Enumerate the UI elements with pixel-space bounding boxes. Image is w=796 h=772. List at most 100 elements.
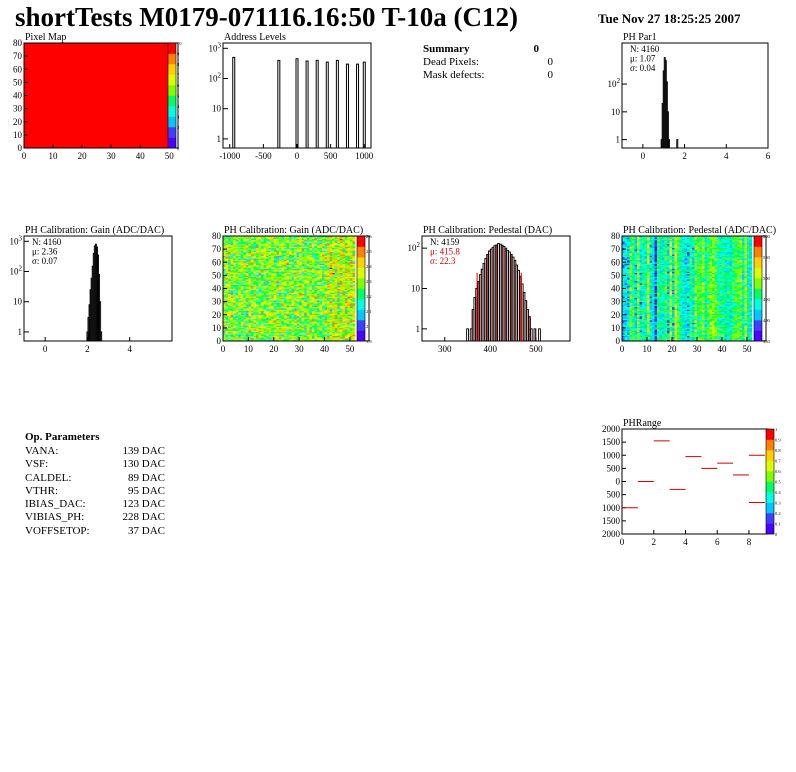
pixelmap-colorbar-cell bbox=[168, 98, 176, 102]
phgainmap-cell bbox=[314, 318, 318, 321]
phgainmap-cell bbox=[301, 262, 305, 264]
phgainmap-cell bbox=[296, 325, 300, 327]
phgainmap-cell bbox=[271, 318, 275, 321]
phgainmap-cell bbox=[322, 253, 325, 255]
phgainmap-cell bbox=[286, 278, 290, 280]
phpedestalmap-cell bbox=[647, 331, 650, 334]
phgainmap-cell bbox=[301, 236, 305, 238]
phgainmap-cell bbox=[306, 276, 310, 279]
phgainmap-cell bbox=[266, 272, 269, 275]
phgainmap-cell bbox=[296, 283, 300, 285]
phgainmap-cell bbox=[329, 260, 333, 263]
phgainmap-cell bbox=[319, 288, 323, 291]
phgainmap-cell bbox=[278, 285, 282, 288]
phgainmap-cell bbox=[245, 275, 249, 277]
phgainmap-cell bbox=[289, 321, 292, 323]
phgainmap-cell bbox=[334, 254, 338, 256]
phgainmap-cell bbox=[240, 331, 244, 334]
phgainmap-cell bbox=[311, 301, 315, 304]
phgainmap-cell bbox=[301, 237, 305, 239]
phpedestalmap-cell bbox=[672, 339, 675, 342]
phgainmap-cell bbox=[256, 299, 259, 301]
phgainmap-cell bbox=[337, 329, 341, 331]
phgainmap-cell bbox=[314, 245, 318, 247]
phgainmap-cell bbox=[250, 266, 254, 268]
phgainmap-cell bbox=[339, 258, 343, 260]
phgainmap-cell bbox=[261, 293, 264, 296]
phgainmap-cell bbox=[316, 291, 320, 293]
phgainmap-cell bbox=[294, 304, 297, 306]
phgainmap-cell bbox=[281, 309, 285, 312]
phgainmap-cell bbox=[268, 295, 272, 297]
phgainmap-cell bbox=[309, 259, 313, 262]
phgainmap-cell bbox=[266, 262, 269, 264]
phgainmap-cell bbox=[337, 238, 341, 241]
phgainmap-cell bbox=[342, 304, 346, 306]
phgainmap-cell bbox=[327, 306, 330, 309]
phgainmap-cell bbox=[324, 326, 328, 329]
phgainmap-cell bbox=[291, 314, 295, 317]
phgainmap-cell bbox=[327, 308, 330, 310]
phgainmap-cell bbox=[342, 318, 346, 321]
phgainmap-cell bbox=[230, 327, 234, 330]
phgainmap-cell bbox=[299, 292, 302, 294]
phgainmap-cell bbox=[235, 320, 239, 322]
phgain-xtick-label: 0 bbox=[43, 344, 48, 354]
phgainmap-cell bbox=[286, 239, 290, 242]
phgainmap-cell bbox=[256, 339, 259, 342]
phgainmap-cell bbox=[253, 267, 257, 270]
phgainmap-cell bbox=[329, 310, 333, 313]
phgainmap-cell bbox=[294, 300, 297, 302]
phgainmap-cell bbox=[316, 262, 320, 264]
phgainmap-cell bbox=[271, 312, 275, 314]
phgainmap-cell bbox=[223, 239, 226, 242]
phgainmap-cell bbox=[301, 334, 305, 336]
phgainmap-cell bbox=[258, 246, 262, 249]
phgainmap-cell bbox=[256, 259, 259, 262]
phgainmap-cell bbox=[273, 318, 277, 321]
pixelmap-colorbar-cell bbox=[168, 95, 176, 99]
phgainmap-cell bbox=[286, 325, 290, 327]
phgainmap-cell bbox=[334, 263, 338, 266]
phgainmap-cell bbox=[228, 283, 231, 285]
phgainmap-cell bbox=[289, 292, 292, 294]
phpedestalmap-cell bbox=[677, 339, 680, 342]
phgainmap-cell bbox=[266, 304, 269, 306]
phgainmap-cell bbox=[352, 283, 356, 285]
phgainmap-cell bbox=[286, 245, 290, 247]
phgainmap-cell bbox=[271, 330, 275, 333]
phgainmap-cell bbox=[306, 267, 310, 270]
phpedestal-bin-fill bbox=[504, 248, 507, 341]
phgainmap-cell bbox=[299, 239, 302, 242]
phgainmap-cell bbox=[334, 289, 338, 292]
phgainmap-cell bbox=[286, 262, 290, 264]
phgainmap-cell bbox=[278, 331, 282, 334]
phgainmap-cell bbox=[248, 238, 252, 241]
phgainmap-cell bbox=[258, 284, 262, 287]
phgainmap-cell bbox=[256, 333, 259, 335]
phgainmap-cell bbox=[306, 236, 310, 238]
phgainmap-cell bbox=[304, 331, 308, 334]
phgainmap-cell bbox=[248, 289, 252, 292]
phgainmap-cell bbox=[248, 279, 252, 281]
phgainmap-cell bbox=[266, 334, 269, 336]
phgainmap-cell bbox=[299, 320, 302, 322]
phgainmap-cell bbox=[223, 276, 226, 279]
phgainmap-cell bbox=[299, 299, 302, 301]
phgainmap-cell bbox=[281, 295, 285, 297]
phgainmap-cell bbox=[327, 321, 330, 323]
phgainmap-cell bbox=[291, 306, 295, 309]
phgainmap-cell bbox=[278, 292, 282, 294]
param-value: 37 DAC bbox=[128, 524, 165, 537]
phgainmap-cell bbox=[258, 329, 262, 331]
phgainmap-cell bbox=[238, 255, 242, 258]
phgainmap-cell bbox=[347, 337, 351, 339]
phgainmap-cell bbox=[322, 258, 325, 260]
phgainmap-cell bbox=[286, 266, 290, 268]
phgainmap-cell bbox=[314, 270, 318, 272]
phgainmap-cell bbox=[347, 285, 351, 288]
phgainmap-cell bbox=[299, 246, 302, 249]
phgainmap-cell bbox=[304, 301, 308, 304]
phgainmap-cell bbox=[349, 249, 353, 251]
phgainmap-cell bbox=[301, 281, 305, 284]
